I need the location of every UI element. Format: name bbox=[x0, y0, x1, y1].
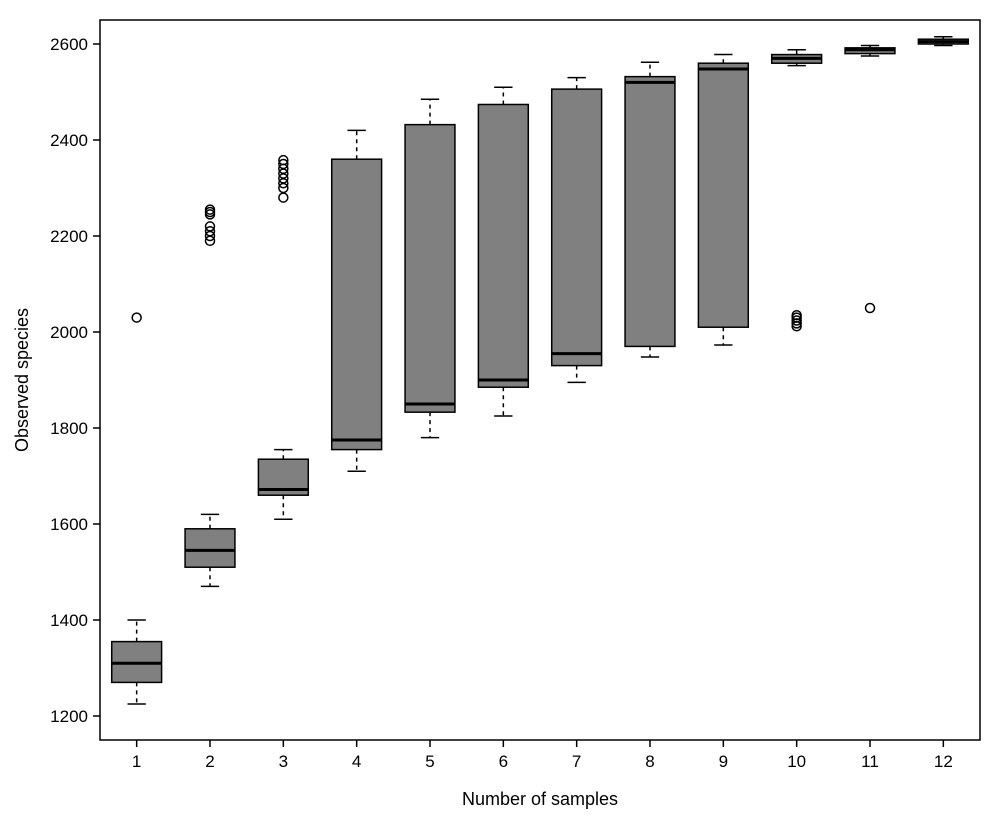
x-tick-label: 11 bbox=[861, 752, 879, 771]
box bbox=[698, 63, 748, 327]
box bbox=[185, 529, 235, 567]
y-tick-label: 2000 bbox=[50, 323, 88, 342]
y-tick-label: 1600 bbox=[50, 515, 88, 534]
plot-border bbox=[100, 20, 980, 740]
y-tick-label: 2400 bbox=[50, 131, 88, 150]
box bbox=[552, 89, 602, 365]
x-tick-label: 3 bbox=[279, 752, 288, 771]
x-tick-label: 1 bbox=[132, 752, 141, 771]
box bbox=[405, 125, 455, 413]
y-axis-label: Observed species bbox=[12, 308, 32, 452]
x-tick-label: 6 bbox=[499, 752, 508, 771]
y-tick-label: 1400 bbox=[50, 611, 88, 630]
y-tick-label: 1800 bbox=[50, 419, 88, 438]
x-axis-label: Number of samples bbox=[462, 789, 618, 809]
x-tick-label: 2 bbox=[205, 752, 214, 771]
y-tick-label: 2200 bbox=[50, 227, 88, 246]
box bbox=[478, 104, 528, 387]
x-tick-label: 12 bbox=[934, 752, 953, 771]
outlier-point bbox=[132, 313, 141, 322]
chart-svg: 1200140016001800200022002400260012345678… bbox=[0, 0, 1000, 829]
outlier-point bbox=[866, 304, 875, 313]
x-tick-label: 8 bbox=[645, 752, 654, 771]
boxplot-chart: 1200140016001800200022002400260012345678… bbox=[0, 0, 1000, 829]
x-tick-label: 9 bbox=[719, 752, 728, 771]
y-tick-label: 2600 bbox=[50, 35, 88, 54]
box bbox=[332, 159, 382, 449]
y-tick-label: 1200 bbox=[50, 707, 88, 726]
outlier-point bbox=[279, 193, 288, 202]
x-tick-label: 7 bbox=[572, 752, 581, 771]
box bbox=[625, 77, 675, 347]
x-tick-label: 4 bbox=[352, 752, 361, 771]
x-tick-label: 10 bbox=[787, 752, 806, 771]
x-tick-label: 5 bbox=[425, 752, 434, 771]
